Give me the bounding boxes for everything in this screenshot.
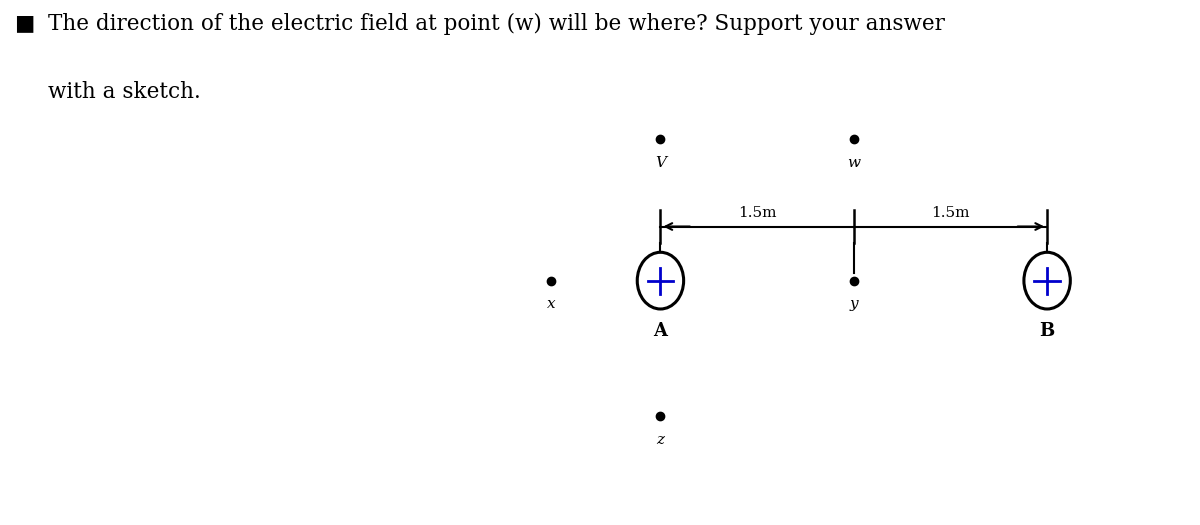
Text: B: B [1039,322,1055,340]
Text: 1.5m: 1.5m [738,206,776,220]
Text: The direction of the electric field at point (w) will be where? Support your ans: The direction of the electric field at p… [48,13,944,35]
Text: w: w [847,155,860,170]
Text: with a sketch.: with a sketch. [48,81,200,103]
Text: 1.5m: 1.5m [931,206,970,220]
Text: A: A [654,322,667,340]
Text: z: z [656,433,665,447]
Text: ■: ■ [14,13,35,33]
Text: V: V [655,155,666,170]
Text: x: x [546,297,556,311]
Text: y: y [850,297,858,311]
